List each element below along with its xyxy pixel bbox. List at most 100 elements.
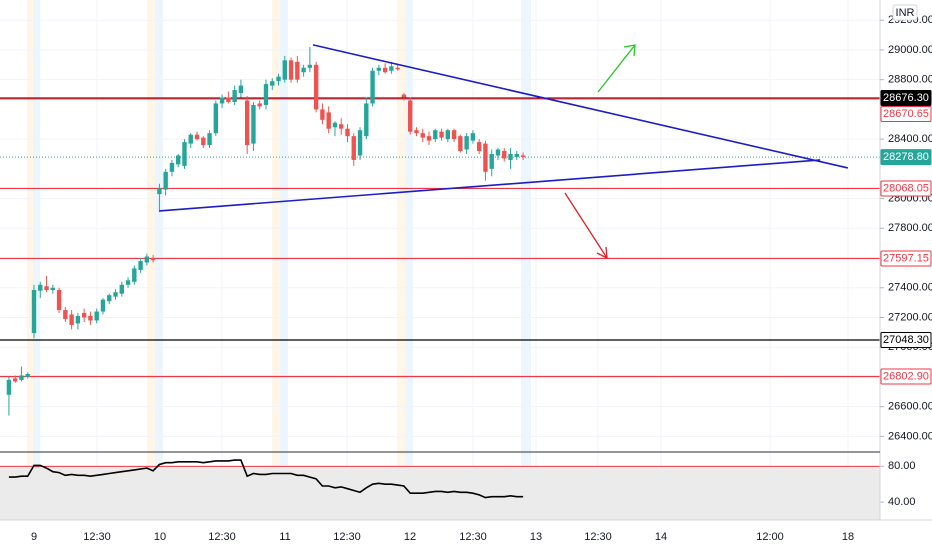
candle-body bbox=[219, 97, 225, 104]
candle-body bbox=[320, 109, 325, 120]
level-label-box bbox=[880, 250, 932, 267]
candle-body bbox=[326, 112, 331, 129]
candle-body bbox=[339, 124, 344, 129]
arrow-shaft bbox=[564, 192, 608, 259]
candle-body bbox=[100, 299, 106, 312]
candle-body bbox=[132, 268, 137, 282]
candle-body bbox=[382, 67, 388, 73]
y-tick-label: 27200.00 bbox=[888, 311, 932, 323]
arrow-up bbox=[597, 44, 636, 93]
candle-body bbox=[263, 84, 269, 105]
candle-body bbox=[389, 66, 394, 71]
y-tick-label: 26400.00 bbox=[888, 430, 932, 442]
indicator-band bbox=[0, 466, 880, 520]
candle-body bbox=[12, 378, 18, 382]
candle-body bbox=[63, 310, 68, 319]
candle-body bbox=[163, 171, 168, 190]
candle-body bbox=[514, 153, 519, 157]
session-band bbox=[27, 0, 33, 520]
indicator-pane bbox=[0, 459, 884, 521]
candle-body bbox=[113, 292, 118, 297]
level-label: 27597.15 bbox=[883, 252, 929, 264]
levels bbox=[0, 97, 880, 378]
candle-body bbox=[81, 313, 87, 318]
candle-body bbox=[270, 81, 275, 86]
candle-body bbox=[6, 379, 12, 395]
trendline bbox=[159, 159, 821, 212]
candle-body bbox=[288, 60, 294, 80]
session-band bbox=[272, 0, 280, 520]
candle-body bbox=[88, 315, 93, 321]
level-label: 28068.05 bbox=[883, 182, 929, 194]
candle-body bbox=[395, 67, 400, 70]
candle-body bbox=[414, 130, 419, 134]
currency: INR bbox=[896, 7, 915, 19]
candle-body bbox=[201, 137, 206, 146]
y-tick-label: 80.00 bbox=[888, 460, 916, 472]
level-label: 26802.90 bbox=[883, 370, 929, 382]
x-tick-label: 18 bbox=[842, 531, 854, 543]
candle-body bbox=[282, 60, 287, 80]
candle-body bbox=[426, 136, 432, 141]
x-tick-label: 12:30 bbox=[333, 531, 361, 543]
level-label-box bbox=[880, 149, 932, 166]
candle-body bbox=[257, 103, 262, 107]
level-labels: 28676.30 28670.65 28278.80 28068.05 27597.15… bbox=[880, 90, 932, 385]
candle-body bbox=[451, 130, 457, 140]
candle-body bbox=[420, 133, 425, 138]
candle-body bbox=[244, 100, 250, 146]
y-tick-label: 27800.00 bbox=[888, 222, 932, 234]
candle-body bbox=[232, 90, 237, 102]
y-tick-label: 27400.00 bbox=[888, 282, 932, 294]
candle-body bbox=[56, 289, 62, 311]
x-tick-label: 13 bbox=[530, 531, 542, 543]
candle-body bbox=[364, 103, 369, 137]
candle-body bbox=[38, 284, 43, 291]
candle-body bbox=[301, 67, 306, 73]
x-tick-label: 12:30 bbox=[459, 531, 487, 543]
session-band bbox=[33, 0, 40, 520]
candle-body bbox=[439, 131, 444, 138]
candle-body bbox=[502, 151, 507, 159]
session-band bbox=[405, 0, 413, 520]
candle-body bbox=[226, 97, 231, 102]
candle-body bbox=[476, 142, 482, 152]
candle-body bbox=[470, 133, 476, 141]
y-tick-label: 40.00 bbox=[888, 496, 916, 508]
candle-body bbox=[401, 94, 407, 98]
candle-body bbox=[50, 287, 56, 290]
arrow-shaft bbox=[597, 44, 636, 93]
arrow-head bbox=[596, 246, 608, 260]
y-tick-label: 28800.00 bbox=[888, 74, 932, 86]
candle-body bbox=[520, 155, 526, 158]
candle-body bbox=[182, 142, 187, 166]
candle-body bbox=[376, 67, 382, 71]
candle-body bbox=[31, 289, 37, 334]
session-band bbox=[521, 0, 531, 520]
candle-body bbox=[25, 373, 30, 377]
candle-body bbox=[150, 258, 156, 261]
candle-body bbox=[433, 130, 438, 140]
session-band bbox=[280, 0, 288, 520]
candle-body bbox=[19, 375, 24, 380]
candle-body bbox=[119, 284, 124, 294]
candle-body bbox=[75, 315, 81, 324]
candle-body bbox=[508, 153, 513, 160]
session-band bbox=[155, 0, 163, 520]
level-label-box bbox=[880, 106, 932, 123]
y-tick-label: 29000.00 bbox=[888, 44, 932, 56]
y-tick-label: 26600.00 bbox=[888, 401, 932, 413]
candle-body bbox=[213, 103, 219, 134]
level-label-box bbox=[880, 90, 932, 107]
trendline bbox=[312, 44, 849, 169]
x-tick-label: 11 bbox=[279, 531, 290, 543]
candle-body bbox=[207, 133, 212, 146]
candle-body bbox=[307, 64, 313, 68]
candle-body bbox=[313, 64, 319, 110]
x-tick-label: 12:30 bbox=[83, 531, 111, 543]
candle-body bbox=[238, 85, 244, 94]
candle-body bbox=[489, 153, 494, 169]
level-label: 28676.30 bbox=[883, 92, 929, 104]
candle-body bbox=[495, 149, 501, 156]
